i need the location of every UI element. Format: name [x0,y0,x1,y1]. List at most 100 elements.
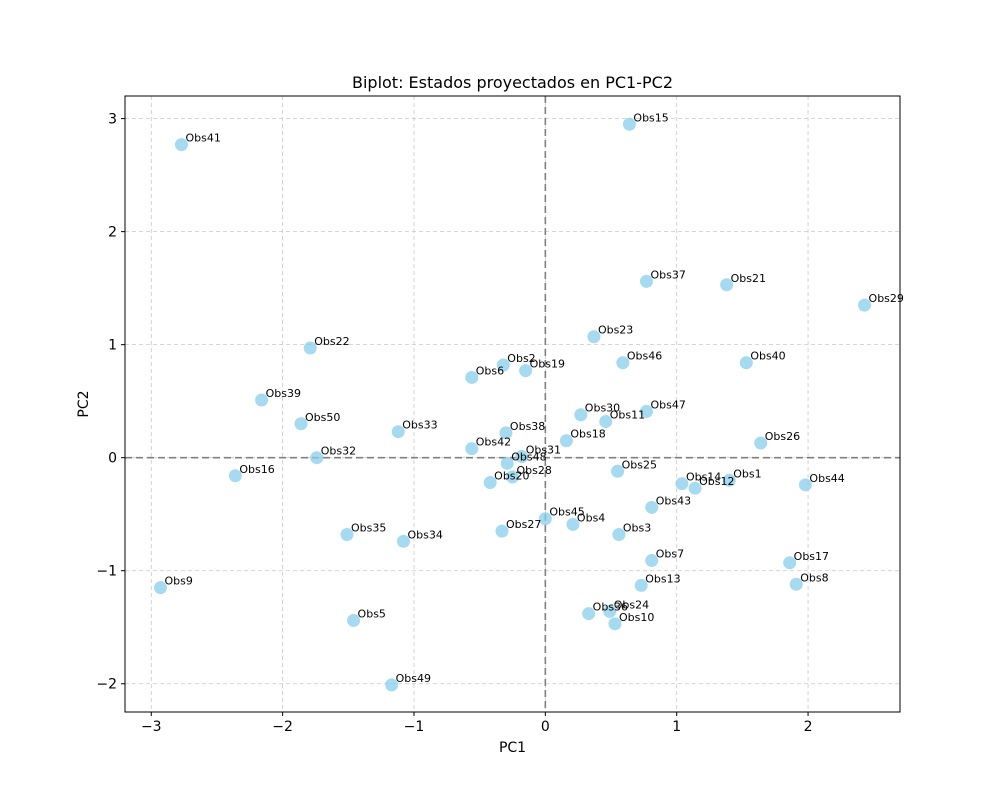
point-label: Obs41 [185,132,220,145]
point-label: Obs31 [526,444,561,457]
point-label: Obs8 [800,571,828,584]
scatter-point [739,356,753,370]
point-label: Obs47 [650,398,685,411]
scatter-point [499,426,513,440]
point-label: Obs38 [510,420,545,433]
scatter-point [391,425,405,439]
point-label: Obs21 [731,272,766,285]
point-label: Obs35 [351,522,386,535]
point-label: Obs36 [593,601,628,614]
y-tick-label: 1 [108,338,117,354]
scatter-point [608,617,622,631]
scatter-point [465,370,479,384]
point-labels: Obs1 Obs2 Obs3 Obs4 Obs5 Obs6 Obs7 Obs8 Obs9 Obs1… [164,111,903,685]
scatter-point [639,404,653,418]
scatter-point [645,554,659,568]
x-tick-label: −1 [404,719,425,735]
scatter-point [616,356,630,370]
scatter-point [675,477,689,491]
reference-lines [125,96,900,712]
y-tick-label: 0 [108,451,117,467]
point-label: Obs6 [476,364,504,377]
scatter-point [783,556,797,570]
point-label: Obs22 [314,335,349,348]
point-label: Obs28 [517,464,552,477]
scatter-point [574,408,588,422]
y-tick-label: 3 [108,112,117,128]
scatter-point [754,436,768,450]
point-label: Obs30 [585,402,620,415]
scatter-point [612,528,626,542]
scatter-point [294,417,308,431]
scatter-point [483,476,497,490]
point-label: Obs11 [610,409,645,422]
scatter-point [340,528,354,542]
point-label: Obs48 [511,450,546,463]
point-label: Obs27 [506,518,541,531]
point-label: Obs10 [619,611,654,624]
scatter-point [538,512,552,526]
point-label: Obs1 [733,467,761,480]
point-label: Obs24 [614,598,649,611]
point-label: Obs45 [549,506,584,519]
scatter-point [587,330,601,344]
point-label: Obs4 [577,511,605,524]
point-label: Obs18 [570,428,605,441]
point-label: Obs19 [530,358,565,371]
chart-title: Biplot: Estados proyectados en PC1-PC2 [352,73,673,92]
x-tick-label: 1 [672,719,681,735]
plot-area-frame [124,95,901,713]
x-tick-label: 0 [541,719,550,735]
point-label: Obs14 [686,471,721,484]
scatter-point [582,607,596,621]
scatter-point [634,578,648,592]
point-label: Obs29 [869,292,904,305]
scatter-point [566,517,580,531]
point-label: Obs39 [266,387,301,400]
scatter-points [153,117,872,692]
scatter-point [303,341,317,355]
y-axis-title: PC2 [76,390,92,417]
point-label: Obs40 [750,350,785,363]
point-label: Obs20 [494,470,529,483]
point-label: Obs44 [809,472,844,485]
point-label: Obs23 [598,324,633,337]
scatter-point [496,358,510,372]
scatter-point [228,469,242,483]
scatter-point [639,274,653,288]
point-label: Obs5 [358,607,386,620]
point-label: Obs33 [402,419,437,432]
scatter-point [645,500,659,514]
scatter-point [720,278,734,292]
point-label: Obs32 [321,445,356,458]
point-label: Obs7 [656,548,684,561]
scatter-point [858,298,872,312]
scatter-point [255,393,269,407]
scatter-point [310,451,324,465]
point-label: Obs15 [633,111,668,124]
scatter-point [611,464,625,478]
point-label: Obs42 [476,436,511,449]
point-label: Obs49 [396,672,431,685]
x-tick-label: −3 [141,719,162,735]
scatter-point [396,534,410,548]
scatter-point [519,364,533,378]
point-label: Obs13 [645,572,680,585]
axis-ticks: −3 −2 −1 0 1 2 −2 −1 0 1 2 3 [96,112,812,735]
scatter-point [385,678,399,692]
scatter-point [798,478,812,492]
x-axis-title: PC1 [499,740,526,756]
point-label: Obs9 [164,575,192,588]
scatter-point [515,450,529,464]
y-tick-label: −2 [96,677,117,693]
y-tick-label: 2 [108,225,117,241]
scatter-point [599,415,613,429]
point-label: Obs17 [794,550,829,563]
scatter-point [465,442,479,456]
scatter-point [688,481,702,495]
point-label: Obs46 [627,350,662,363]
scatter-point [174,138,188,152]
scatter-point [347,613,361,627]
